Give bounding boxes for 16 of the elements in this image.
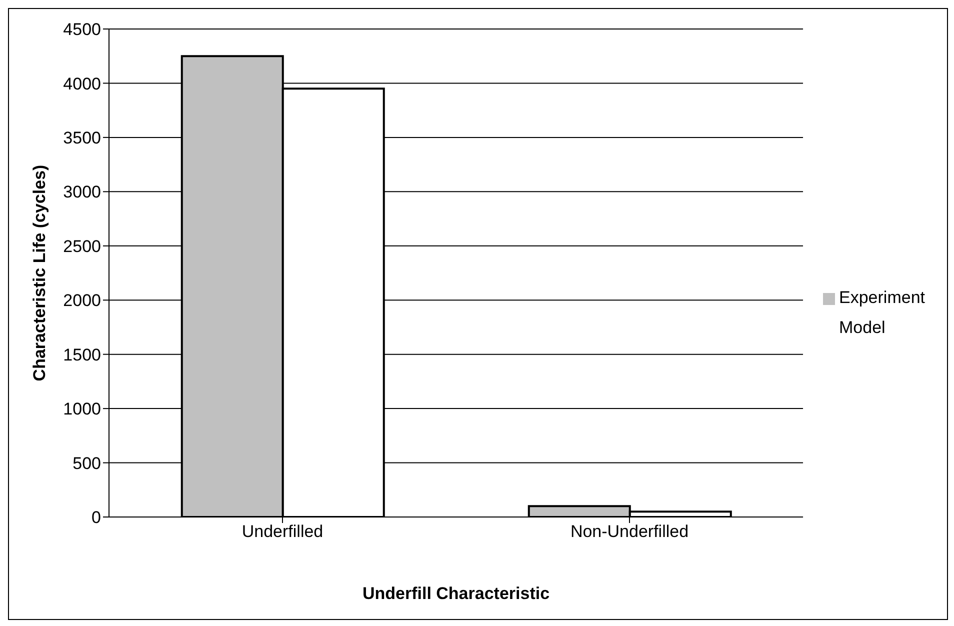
y-tick-label: 3000 — [63, 182, 101, 202]
x-tick-label: Non-Underfilled — [570, 522, 689, 542]
y-tick-label: 1500 — [63, 345, 101, 364]
x-axis-title: Underfill Characteristic — [362, 584, 550, 604]
y-tick-label: 4500 — [63, 20, 101, 40]
y-tick-label: 500 — [72, 454, 101, 473]
y-tick-label: 2000 — [63, 291, 101, 310]
legend-label: Experiment — [839, 288, 925, 307]
y-tick-label: 0 — [92, 508, 101, 528]
y-tick-label: 1000 — [63, 400, 101, 419]
y-axis-title: Characteristic Life (cycles) — [30, 164, 50, 382]
x-tick-label: Underfilled — [242, 522, 324, 542]
y-tick-label: 2500 — [63, 236, 101, 256]
y-tick-label: 3500 — [63, 128, 101, 148]
text: Model — [839, 318, 886, 337]
y-tick-label: 4000 — [63, 74, 101, 94]
